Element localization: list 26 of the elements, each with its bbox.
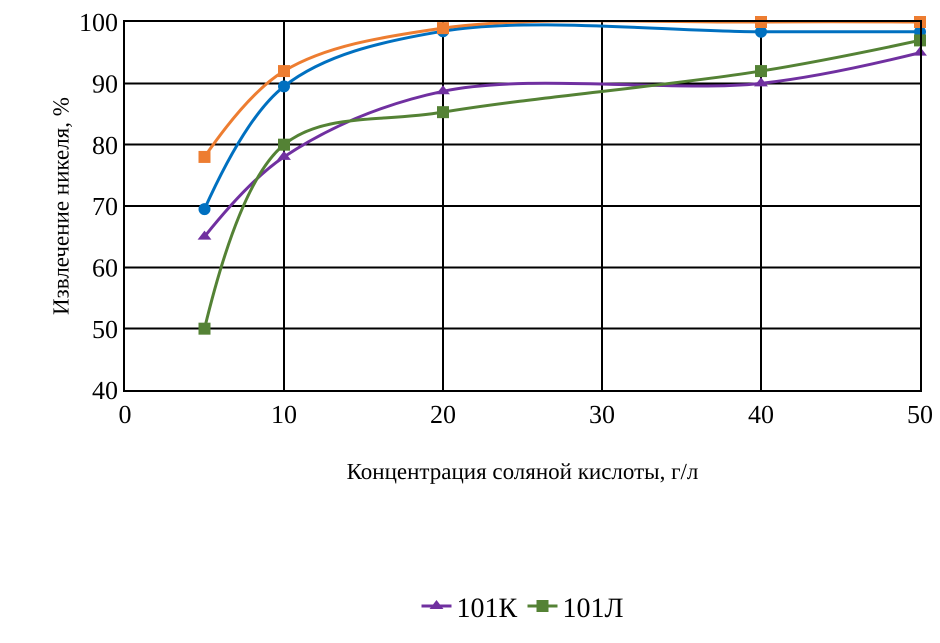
point [278, 65, 290, 78]
x-tick-label: 0 [118, 400, 132, 429]
point [278, 138, 290, 151]
y-tick-label: 70 [92, 192, 118, 222]
point [278, 80, 290, 92]
x-tick-label: 20 [430, 400, 456, 429]
legend-label: 101Л [562, 592, 624, 624]
y-tick-label: 100 [79, 8, 118, 38]
point [198, 203, 210, 216]
y-tick-label: 90 [92, 69, 118, 98]
y-axis-title: Извлечение никеля, % [48, 97, 74, 315]
x-axis-title: Концентрация соляной кислоты, г/л [346, 459, 698, 484]
y-tick-label: 80 [92, 130, 118, 160]
point [755, 65, 767, 78]
point [198, 150, 210, 163]
point [198, 322, 210, 335]
legend-label: 101К [456, 592, 518, 624]
y-tick-label: 50 [92, 314, 118, 344]
x-tick-label: 40 [748, 400, 774, 429]
x-tick-label: 10 [271, 400, 297, 429]
x-tick-label: 50 [907, 400, 933, 429]
point [437, 22, 449, 34]
y-tick-label: 40 [92, 376, 118, 406]
y-tick-label: 60 [92, 253, 118, 282]
point [437, 106, 449, 118]
x-tick-label: 30 [589, 400, 615, 429]
